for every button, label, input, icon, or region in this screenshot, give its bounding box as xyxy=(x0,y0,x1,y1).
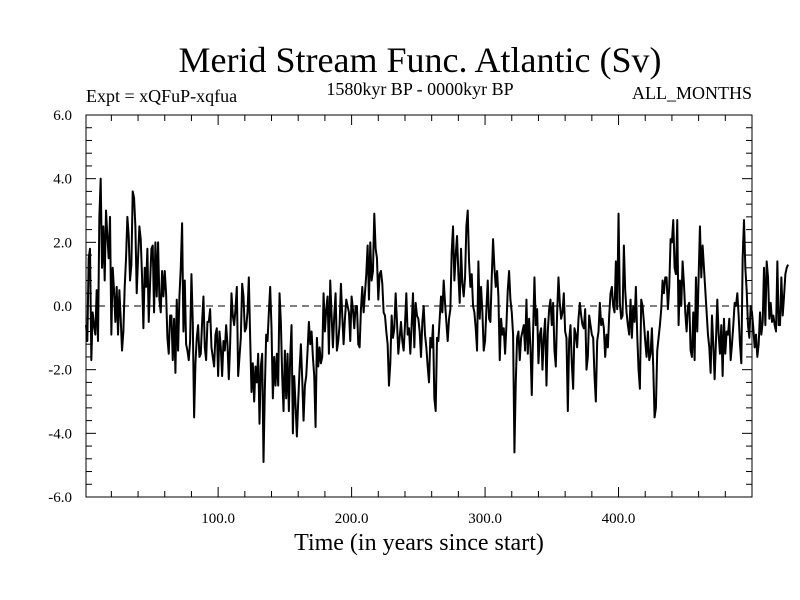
period-label: ALL_MONTHS xyxy=(632,83,752,103)
x-tick-label: 100.0 xyxy=(201,511,235,527)
y-tick-label: -2.0 xyxy=(48,363,72,379)
y-tick-label: 2.0 xyxy=(53,235,72,251)
y-tick-label: 0.0 xyxy=(53,299,72,315)
axis-tick-labels: 100.0 200.0 300.0 400.0 6.0 4.0 2.0 0.0 -2.0 -4.0… xyxy=(48,108,635,527)
experiment-label: Expt = xQFuP-xqfua xyxy=(86,86,237,106)
y-tick-label: -6.0 xyxy=(48,490,72,506)
chart-title: Merid Stream Func. Atlantic (Sv) xyxy=(179,40,662,80)
axis-ticks xyxy=(86,115,752,497)
y-tick-label: 6.0 xyxy=(53,108,72,124)
x-tick-label: 200.0 xyxy=(335,511,369,527)
x-tick-label: 400.0 xyxy=(602,511,636,527)
y-tick-label: -4.0 xyxy=(48,426,72,442)
x-axis-label: Time (in years since start) xyxy=(294,530,544,556)
x-tick-label: 300.0 xyxy=(468,511,502,527)
series-line xyxy=(85,177,789,463)
chart-subtitle: 1580kyr BP - 0000kyr BP xyxy=(326,79,513,99)
y-tick-label: 4.0 xyxy=(53,172,72,188)
